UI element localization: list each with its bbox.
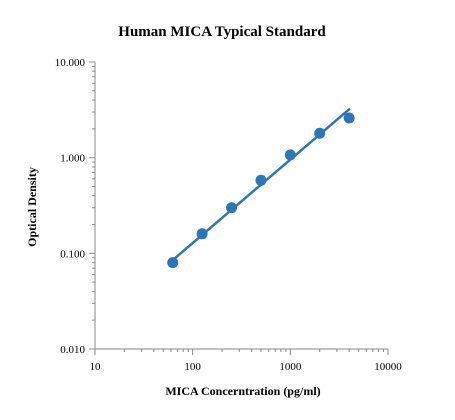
x-axis-ticks: 10 100 1000 10000 <box>90 349 402 373</box>
data-point <box>314 127 326 139</box>
x-tick-label: 10000 <box>374 361 402 373</box>
y-tick-label: 10.000 <box>55 57 86 69</box>
y-axis-ticks: 0.010 0.100 1.000 10.000 <box>55 57 95 356</box>
y-axis-label: Optical Density <box>25 167 39 247</box>
x-tick-label: 10 <box>90 361 102 373</box>
x-axis-label: MICA Concerntration (pg/ml) <box>165 384 320 398</box>
data-point <box>226 202 238 214</box>
data-points-group <box>167 112 355 269</box>
data-point <box>343 112 355 124</box>
data-point <box>196 228 208 240</box>
data-point <box>255 174 267 186</box>
x-tick-label: 100 <box>184 361 201 373</box>
x-tick-label: 1000 <box>279 361 302 373</box>
data-point <box>167 257 179 269</box>
y-tick-label: 1.000 <box>60 153 85 165</box>
chart-title: Human MICA Typical Standard <box>118 24 326 40</box>
data-point <box>284 149 296 161</box>
y-tick-label: 0.100 <box>60 248 85 260</box>
y-tick-label: 0.010 <box>60 344 85 356</box>
axes-group <box>94 62 388 350</box>
